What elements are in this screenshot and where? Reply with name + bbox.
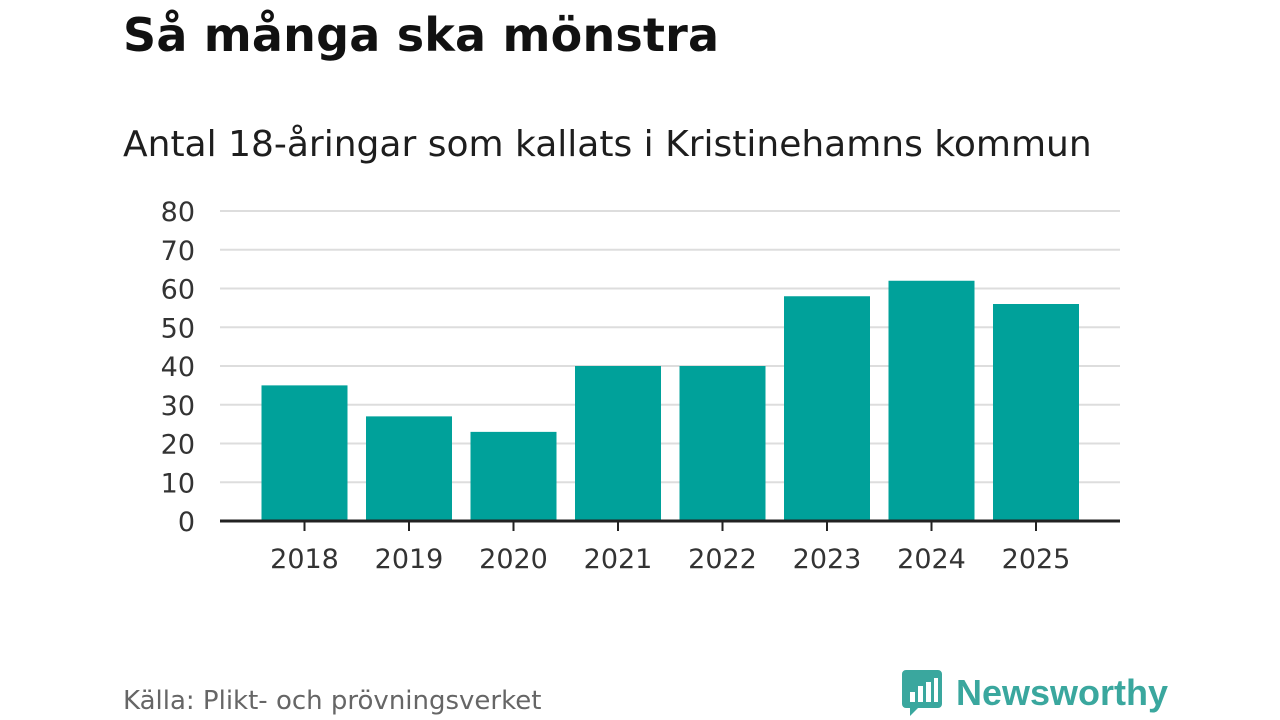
x-tick-label: 2025 xyxy=(1002,544,1071,575)
y-tick-label: 30 xyxy=(161,391,195,422)
y-axis-ticks: 0 10 20 30 40 50 60 70 80 xyxy=(161,197,195,538)
x-axis-ticks: 2018 2019 2020 2021 2022 2023 2024 2025 xyxy=(270,521,1070,575)
bar-2025 xyxy=(993,304,1079,521)
brand-name: Newsworthy xyxy=(956,672,1169,713)
x-tick-label: 2020 xyxy=(479,544,548,575)
bar-2021 xyxy=(575,366,661,521)
x-tick-label: 2021 xyxy=(584,544,653,575)
bar-2024 xyxy=(888,280,975,521)
x-tick-label: 2022 xyxy=(688,544,757,575)
chart-title: Så många ska mönstra xyxy=(123,8,720,62)
y-tick-label: 60 xyxy=(161,275,195,306)
y-tick-label: 0 xyxy=(178,507,195,538)
y-tick-label: 80 xyxy=(161,197,195,228)
bar-2019 xyxy=(366,416,452,521)
x-tick-label: 2024 xyxy=(897,544,966,575)
bar-2023 xyxy=(784,296,870,521)
y-tick-label: 50 xyxy=(161,313,195,344)
brand-logo: Newsworthy xyxy=(902,670,1168,716)
x-tick-label: 2023 xyxy=(793,544,862,575)
bar-2022 xyxy=(679,366,766,521)
bar-2020 xyxy=(470,431,557,521)
y-tick-label: 10 xyxy=(161,468,195,499)
y-tick-label: 40 xyxy=(161,352,195,383)
newsworthy-logo-icon xyxy=(902,670,942,716)
y-tick-label: 70 xyxy=(161,236,195,267)
source-note: Källa: Plikt- och prövningsverket xyxy=(123,686,542,716)
chart-subtitle: Antal 18-åringar som kallats i Kristineh… xyxy=(123,124,1092,165)
y-tick-label: 20 xyxy=(161,430,195,461)
x-tick-label: 2019 xyxy=(375,544,444,575)
x-tick-label: 2018 xyxy=(270,544,339,575)
gridlines xyxy=(220,210,1120,484)
bars xyxy=(261,280,1079,521)
bar-2018 xyxy=(261,385,348,521)
